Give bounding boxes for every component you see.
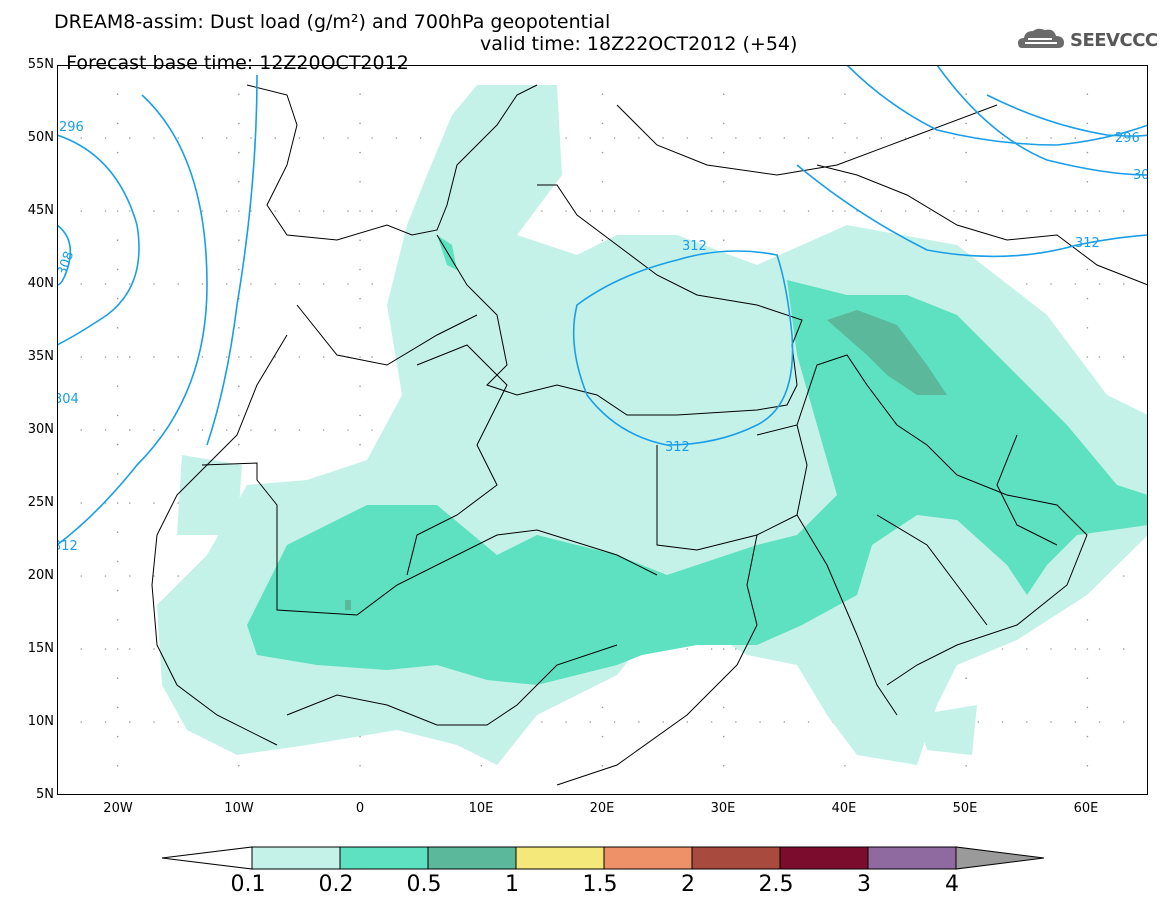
contour-label: 304 [57, 392, 79, 407]
colorbar-underflow-cap [161, 846, 253, 870]
colorbar-swatch [691, 846, 781, 870]
lon-label: 10W [224, 801, 254, 816]
colorbar-label: 0.1 [230, 872, 266, 897]
lat-label: 20N [27, 568, 54, 583]
lat-label: 25N [27, 495, 54, 510]
geopotential-contours [57, 65, 1148, 546]
lon-label: 50E [952, 801, 978, 816]
lon-label: 30E [710, 801, 736, 816]
colorbar-label: 2.5 [758, 872, 794, 897]
country-borders [151, 84, 1148, 786]
contour-label: 296 [1115, 131, 1140, 146]
lon-label: 10E [468, 801, 494, 816]
map-subtitle: Forecast base time: 12Z20OCT2012 valid t… [54, 35, 797, 92]
forecast-base-time: Forecast base time: 12Z20OCT2012 [66, 52, 409, 74]
contour-label: 312 [1075, 236, 1100, 251]
colorbar-swatch [427, 846, 517, 870]
lat-label: 55N [27, 57, 54, 72]
contour-label: 312 [665, 440, 690, 455]
map-canvas: 296 304 308 312 312 312 296 30 312 [57, 65, 1148, 795]
lon-label: 0 [355, 801, 365, 816]
colorbar-swatch [867, 846, 957, 870]
colorbar-swatch [515, 846, 605, 870]
colorbar-label: 1.5 [582, 872, 618, 897]
lon-label: 40E [831, 801, 857, 816]
contour-label: 30 [1133, 168, 1148, 183]
lat-label: 10N [27, 714, 54, 729]
colorbar-label: 3 [857, 872, 871, 897]
lat-label: 40N [27, 276, 54, 291]
contour-labels: 296 304 308 312 312 312 296 30 312 [57, 120, 1148, 554]
contour-label: 312 [57, 539, 78, 554]
colorbar-swatch [603, 846, 693, 870]
dust-layer-dark [345, 310, 947, 610]
lat-label: 35N [27, 349, 54, 364]
colorbar-label: 2 [681, 872, 695, 897]
lon-label: 60E [1073, 801, 1099, 816]
lat-label: 15N [27, 641, 54, 656]
lat-label: 50N [27, 130, 54, 145]
colorbar-label: 4 [945, 872, 959, 897]
cloud-logo-icon [1018, 28, 1064, 48]
colorbar-label: 1 [505, 872, 519, 897]
lat-label: 30N [27, 422, 54, 437]
logo-text: SEEVCCC [1070, 30, 1158, 51]
colorbar-label: 0.2 [318, 872, 354, 897]
seevccc-logo: SEEVCCC [1016, 24, 1158, 54]
contour-label: 312 [682, 239, 707, 254]
lat-label: 5N [36, 787, 54, 802]
dust-map: 296 304 308 312 312 312 296 30 312 [57, 65, 1148, 795]
map-title: DREAM8-assim: Dust load (g/m²) and 700hP… [54, 11, 611, 33]
contour-label: 308 [57, 249, 77, 277]
colorbar [161, 846, 1045, 870]
colorbar-swatch [251, 846, 341, 870]
colorbar-overflow-cap [955, 846, 1045, 870]
contour-label: 296 [59, 120, 84, 135]
colorbar-swatch [339, 846, 429, 870]
lon-label: 20W [103, 801, 133, 816]
lon-label: 20E [589, 801, 615, 816]
lat-label: 45N [27, 203, 54, 218]
colorbar-label: 0.5 [406, 872, 442, 897]
valid-time: valid time: 18Z22OCT2012 (+54) [480, 33, 798, 55]
colorbar-swatch [779, 846, 869, 870]
